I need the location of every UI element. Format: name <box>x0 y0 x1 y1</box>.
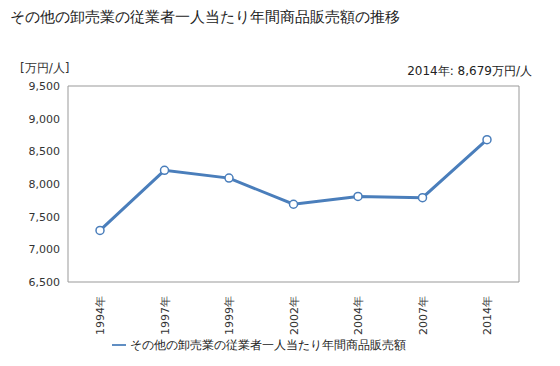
svg-text:2007年: 2007年 <box>417 296 430 335</box>
html-text:2014年: 8,679万円/人: 2014年: 8,679万円/人 <box>407 64 532 78</box>
svg-text:7,500: 7,500 <box>29 211 61 224</box>
html-text:その他の卸売業の従業者一人当たり年間商品販売額: その他の卸売業の従業者一人当たり年間商品販売額 <box>130 338 406 352</box>
svg-text:2004年: 2004年 <box>352 296 365 335</box>
svg-text:7,000: 7,000 <box>29 243 61 256</box>
html-text:その他の卸売業の従業者一人当たり年間商品販売額の推移: その他の卸売業の従業者一人当たり年間商品販売額の推移 <box>10 8 400 26</box>
svg-text:1997年: 1997年 <box>159 296 172 335</box>
svg-text:8,000: 8,000 <box>29 178 61 191</box>
html-text:[万円/人]: [万円/人] <box>20 61 70 75</box>
svg-text:8,500: 8,500 <box>29 145 61 158</box>
svg-text:9,500: 9,500 <box>29 80 61 93</box>
svg-text:6,500: 6,500 <box>29 276 61 289</box>
svg-text:9,000: 9,000 <box>29 113 61 126</box>
svg-text:2014年: 2014年 <box>481 296 494 335</box>
svg-text:1999年: 1999年 <box>223 296 236 335</box>
svg-text:1994年: 1994年 <box>94 296 107 335</box>
svg-text:2002年: 2002年 <box>288 296 301 335</box>
